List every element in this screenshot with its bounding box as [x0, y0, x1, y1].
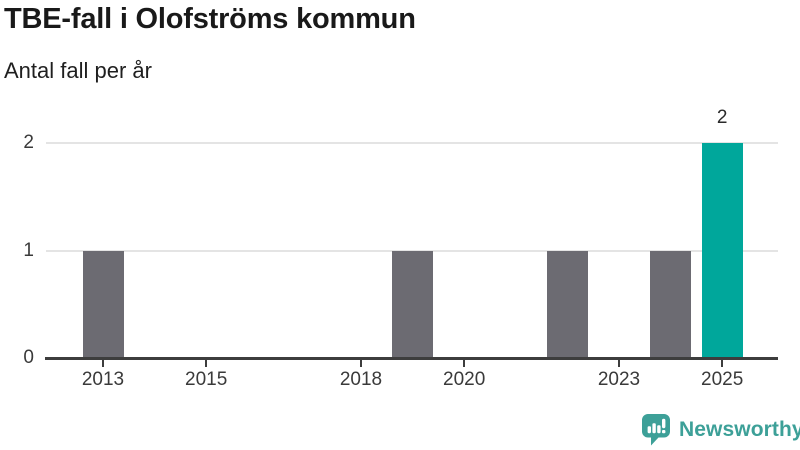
x-tick-label-2025: 2025: [701, 369, 744, 390]
bar-value-label: 2: [716, 107, 728, 128]
chart-title: TBE-fall i Olofströms kommun: [4, 3, 416, 35]
x-tick-label-2015: 2015: [185, 369, 228, 390]
brand-name: Newsworthy: [679, 418, 800, 441]
x-tick-label-2023: 2023: [597, 369, 641, 390]
x-tick-2018: [360, 359, 362, 367]
x-tick-2023: [618, 359, 620, 367]
logo-bar-2: [652, 423, 656, 434]
bar-2024: [650, 250, 692, 358]
logo-bar-3: [657, 425, 661, 434]
x-tick-2025: [721, 359, 724, 367]
logo-bar-1: [647, 426, 651, 434]
logo-exclamation-dot: [662, 430, 666, 434]
bar-2013: [82, 250, 124, 358]
newsworthy-logo-icon: [642, 414, 670, 446]
bar-2025: [701, 143, 743, 358]
x-tick-label-2013: 2013: [81, 369, 125, 390]
x-tick-label-2018: 2018: [339, 369, 383, 390]
x-axis-line: [45, 356, 778, 360]
y-tick-label-1: 1: [23, 239, 34, 261]
brand-footer: Newsworthy: [640, 413, 800, 447]
x-tick-2020: [463, 359, 466, 367]
chart-subtitle: Antal fall per år: [4, 58, 152, 83]
bar-2019: [392, 250, 434, 358]
y-tick-label-0: 0: [23, 347, 34, 368]
x-tick-label-2020: 2020: [443, 369, 486, 390]
gridline-y2: [46, 142, 778, 144]
x-tick-2015: [205, 359, 208, 367]
bar-2022: [546, 250, 588, 358]
x-tick-2013: [102, 359, 104, 367]
y-tick-label-2: 2: [23, 132, 34, 153]
logo-exclamation-stem: [662, 418, 666, 429]
